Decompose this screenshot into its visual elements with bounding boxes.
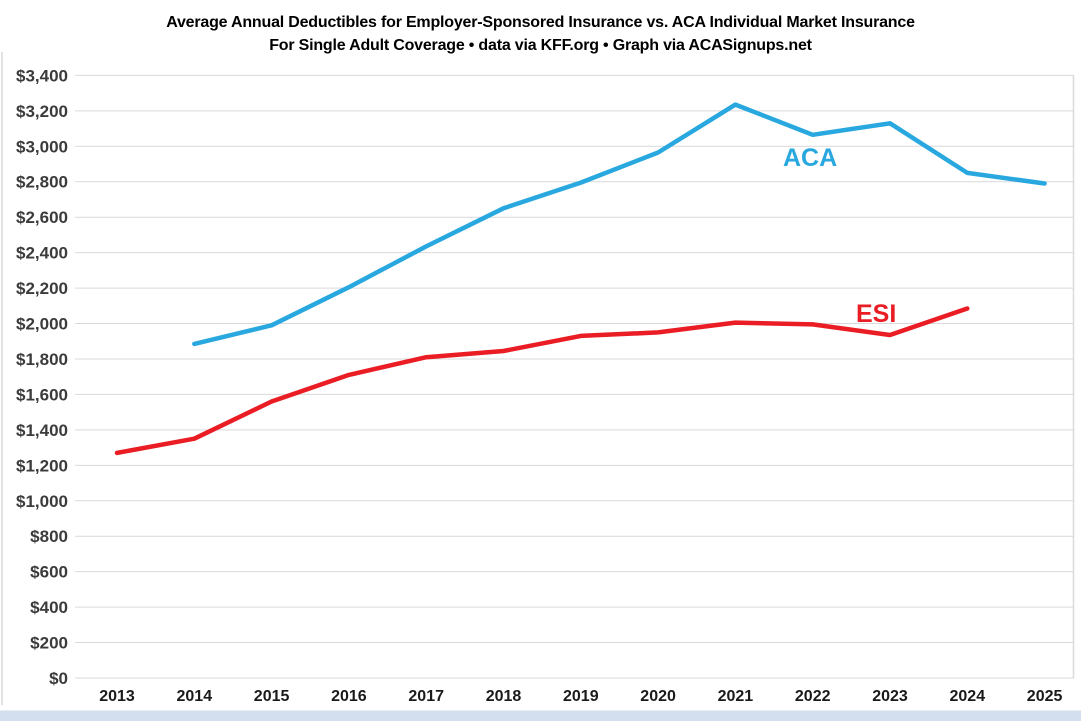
- x-tick-label: 2020: [640, 688, 676, 705]
- y-tick-label: $3,400: [16, 66, 68, 85]
- y-tick-label: $2,600: [16, 208, 68, 227]
- y-tick-label: $800: [30, 527, 68, 546]
- y-tick-label: $600: [30, 563, 68, 582]
- x-tick-label: 2013: [99, 688, 135, 705]
- y-tick-label: $0: [49, 669, 68, 688]
- y-tick-label: $400: [30, 598, 68, 617]
- x-tick-label: 2025: [1027, 688, 1063, 705]
- x-tick-label: 2014: [177, 688, 213, 705]
- x-tick-label: 2017: [408, 688, 444, 705]
- aca-series-label: ACA: [783, 144, 837, 172]
- y-tick-label: $2,200: [16, 279, 68, 298]
- y-tick-label: $2,400: [16, 244, 68, 263]
- x-tick-label: 2023: [872, 688, 908, 705]
- y-tick-label: $2,800: [16, 173, 68, 192]
- x-tick-label: 2022: [795, 688, 831, 705]
- x-tick-label: 2016: [331, 688, 367, 705]
- chart-title-line1: Average Annual Deductibles for Employer-…: [166, 14, 915, 31]
- esi-series-label: ESI: [856, 300, 896, 328]
- esi-line: [114, 306, 970, 456]
- x-tick-label: 2019: [563, 688, 599, 705]
- y-tick-label: $1,800: [16, 350, 68, 369]
- x-tick-label: 2015: [254, 688, 290, 705]
- y-tick-label: $1,400: [16, 421, 68, 440]
- bottom-strip: [0, 710, 1081, 721]
- x-tick-label: 2018: [486, 688, 522, 705]
- x-tick-label: 2021: [718, 688, 754, 705]
- y-tick-label: $3,000: [16, 137, 68, 156]
- y-tick-label: $2,000: [16, 315, 68, 334]
- y-tick-label: $1,200: [16, 456, 68, 475]
- y-tick-label: $200: [30, 634, 68, 653]
- x-tick-label: 2024: [950, 688, 986, 705]
- y-tick-label: $1,000: [16, 492, 68, 511]
- aca-line: [192, 102, 1047, 347]
- chart-title-line2: For Single Adult Coverage • data via KFF…: [269, 37, 812, 54]
- y-tick-label: $3,200: [16, 102, 68, 121]
- chart-title: Average Annual Deductibles for Employer-…: [0, 11, 1081, 57]
- y-tick-label: $1,600: [16, 385, 68, 404]
